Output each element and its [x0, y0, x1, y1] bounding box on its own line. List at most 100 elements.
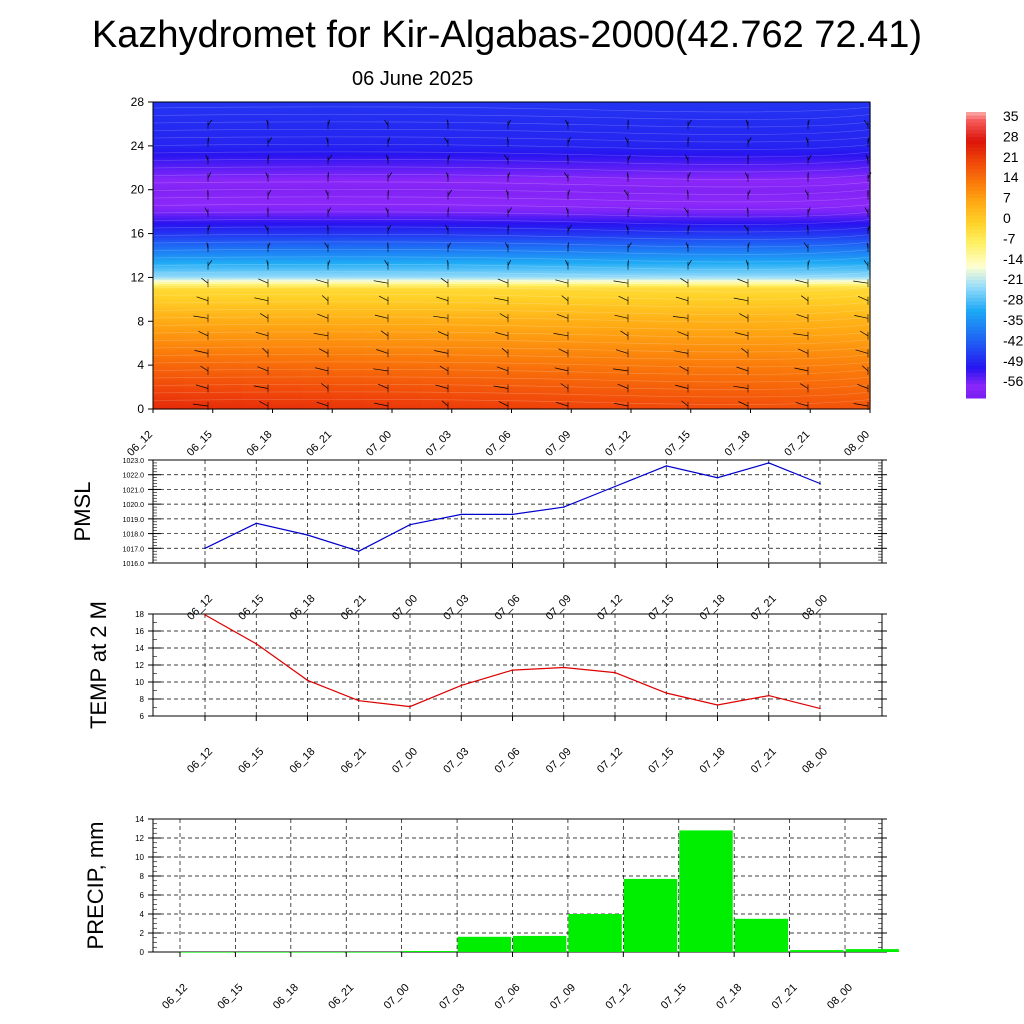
- temperature-cell: [690, 231, 722, 235]
- temperature-cell: [153, 121, 184, 125]
- temperature-cell: [511, 123, 542, 127]
- temperature-cell: [511, 128, 542, 132]
- temperature-cell: [481, 294, 513, 298]
- temperature-cell: [750, 367, 781, 371]
- temperature-cell: [750, 257, 781, 261]
- temperature-cell: [601, 400, 632, 404]
- temperature-cell: [182, 112, 214, 116]
- temperature-cell: [272, 373, 303, 377]
- temperature-cell: [182, 347, 214, 351]
- temperature-cell: [272, 273, 303, 276]
- wind-barb: [254, 297, 269, 302]
- temperature-cell: [571, 244, 602, 248]
- temperature-cell: [212, 255, 244, 259]
- temperature-cell: [182, 137, 214, 140]
- temperature-cell: [690, 299, 722, 303]
- temperature-cell: [571, 323, 602, 327]
- temperature-cell: [571, 191, 602, 195]
- temperature-cell: [421, 251, 453, 254]
- temperature-cell: [302, 244, 333, 248]
- temperature-cell: [840, 393, 871, 397]
- temperature-cell: [660, 362, 692, 366]
- x-tick-label: 07_09: [543, 429, 573, 459]
- temperature-cell: [272, 281, 303, 285]
- temperature-cell: [392, 292, 423, 296]
- temperature-cell: [182, 264, 214, 268]
- temperature-cell: [242, 222, 274, 226]
- temperature-cell: [182, 393, 214, 397]
- temperature-cell: [690, 266, 722, 270]
- pmsl-point: [819, 482, 821, 485]
- temperature-cell: [392, 218, 423, 222]
- temperature-cell: [451, 288, 483, 292]
- temperature-cell: [601, 121, 632, 125]
- temperature-cell: [511, 277, 542, 281]
- temperature-cell: [660, 308, 692, 311]
- temperature-cell: [601, 143, 632, 147]
- temperature-cell: [153, 349, 184, 353]
- temperature-cell: [421, 398, 453, 401]
- temperature-cell: [511, 240, 542, 243]
- wind-barb: [683, 207, 689, 214]
- temperature-cell: [272, 264, 303, 268]
- temperature-cell: [421, 290, 453, 294]
- temperature-cell: [182, 167, 214, 171]
- temperature-cell: [780, 387, 811, 390]
- temperature-cell: [810, 161, 841, 164]
- temperature-cell: [332, 373, 363, 377]
- temperature-cell: [511, 371, 542, 375]
- temperature-cell: [242, 108, 274, 112]
- temperature-cell: [153, 305, 184, 309]
- temperature-cell: [362, 130, 393, 134]
- temperature-cell: [362, 235, 393, 239]
- wind-barb: [380, 330, 389, 337]
- temperature-cell: [810, 376, 841, 379]
- temperature-cell: [511, 281, 542, 285]
- temperature-cell: [660, 130, 692, 134]
- temperature-cell: [212, 404, 244, 408]
- temperature-cell: [362, 259, 393, 263]
- temperature-cell: [660, 281, 692, 285]
- temperature-cell: [182, 270, 214, 274]
- temperature-cell: [332, 137, 363, 140]
- temperature-cell: [272, 257, 303, 261]
- temperature-cell: [153, 189, 184, 193]
- temperature-cell: [660, 284, 692, 287]
- temperature-cell: [182, 262, 214, 265]
- temperature-cell: [392, 273, 423, 276]
- temperature-cell: [541, 139, 572, 143]
- temperature-cell: [660, 207, 692, 211]
- temperature-cell: [690, 288, 722, 292]
- temperature-cell: [631, 209, 662, 213]
- temperature-cell: [511, 167, 542, 171]
- temperature-cell: [421, 277, 453, 281]
- temperature-cell: [750, 226, 781, 230]
- temperature-cell: [541, 323, 572, 327]
- temperature-cell: [392, 191, 423, 195]
- temperature-cell: [511, 237, 542, 241]
- x-tick-label: 07_18: [714, 982, 744, 1012]
- temperature-cell: [511, 148, 542, 151]
- temperature-cell: [392, 319, 423, 322]
- temperature-cell: [511, 376, 542, 379]
- wind-barb: [316, 401, 329, 407]
- temperature-cell: [153, 347, 184, 351]
- temperature-cell: [750, 376, 781, 379]
- temperature-cell: [481, 112, 513, 116]
- temperature-cell: [720, 378, 752, 382]
- temperature-cell: [541, 128, 572, 132]
- temperature-cell: [451, 332, 483, 336]
- temperature-cell: [421, 334, 453, 338]
- temperature-cell: [511, 268, 542, 272]
- temperature-cell: [810, 104, 841, 107]
- temperature-cell: [541, 110, 572, 114]
- temperature-cell: [392, 102, 423, 105]
- temperature-cell: [153, 402, 184, 406]
- temperature-cell: [660, 373, 692, 377]
- temperature-cell: [690, 273, 722, 276]
- temperature-cell: [720, 231, 752, 235]
- y-tick-label: 1023.0: [123, 458, 145, 465]
- temperature-cell: [392, 224, 423, 228]
- temperature-cell: [481, 115, 513, 118]
- temperature-cell: [451, 367, 483, 371]
